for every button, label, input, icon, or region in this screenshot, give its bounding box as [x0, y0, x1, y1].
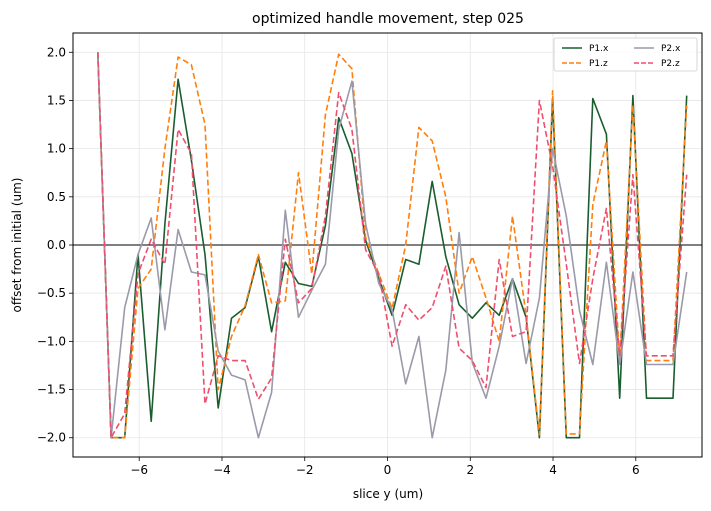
y-axis-ticks: −2.0 −1.5 −1.0 −0.5 0.0 0.5 1.0 1.5 2.0 [37, 45, 73, 445]
x-tick-label: 0 [384, 463, 392, 477]
y-tick-label: 0.5 [47, 190, 66, 204]
legend-label: P1.x [589, 44, 609, 54]
series-line-p1-z [97, 52, 688, 439]
x-tick-label: 2 [466, 463, 474, 477]
y-tick-label: 1.0 [47, 142, 66, 156]
legend-box [553, 37, 698, 72]
y-tick-label: −1.0 [37, 334, 66, 348]
y-tick-label: −2.0 [37, 431, 66, 445]
x-tick-label: −4 [213, 463, 231, 477]
x-tick-label: 6 [632, 463, 640, 477]
y-tick-label: 1.5 [47, 93, 66, 107]
legend: P1.x P1.z P2.x P2.z [553, 37, 698, 72]
legend-label: P2.x [661, 44, 681, 54]
y-tick-label: 2.0 [47, 45, 66, 59]
series-group [97, 52, 688, 439]
y-tick-label: 0.0 [47, 238, 66, 252]
y-axis-label: offset from initial (um) [10, 178, 24, 313]
x-tick-label: −2 [296, 463, 314, 477]
y-tick-label: −0.5 [37, 286, 66, 300]
legend-label: P2.z [661, 59, 680, 69]
legend-label: P1.z [589, 59, 608, 69]
x-tick-label: 4 [549, 463, 557, 477]
x-axis-ticks: −6 −4 −2 0 2 4 6 [130, 457, 640, 477]
y-tick-label: −1.5 [37, 383, 66, 397]
x-tick-label: −6 [130, 463, 148, 477]
series-line-p2-z [97, 52, 688, 439]
x-axis-label: slice y (um) [353, 487, 423, 501]
chart-title: optimized handle movement, step 025 [252, 11, 524, 27]
series-line-p1-x [97, 52, 688, 439]
series-line-p2-x [97, 52, 688, 439]
